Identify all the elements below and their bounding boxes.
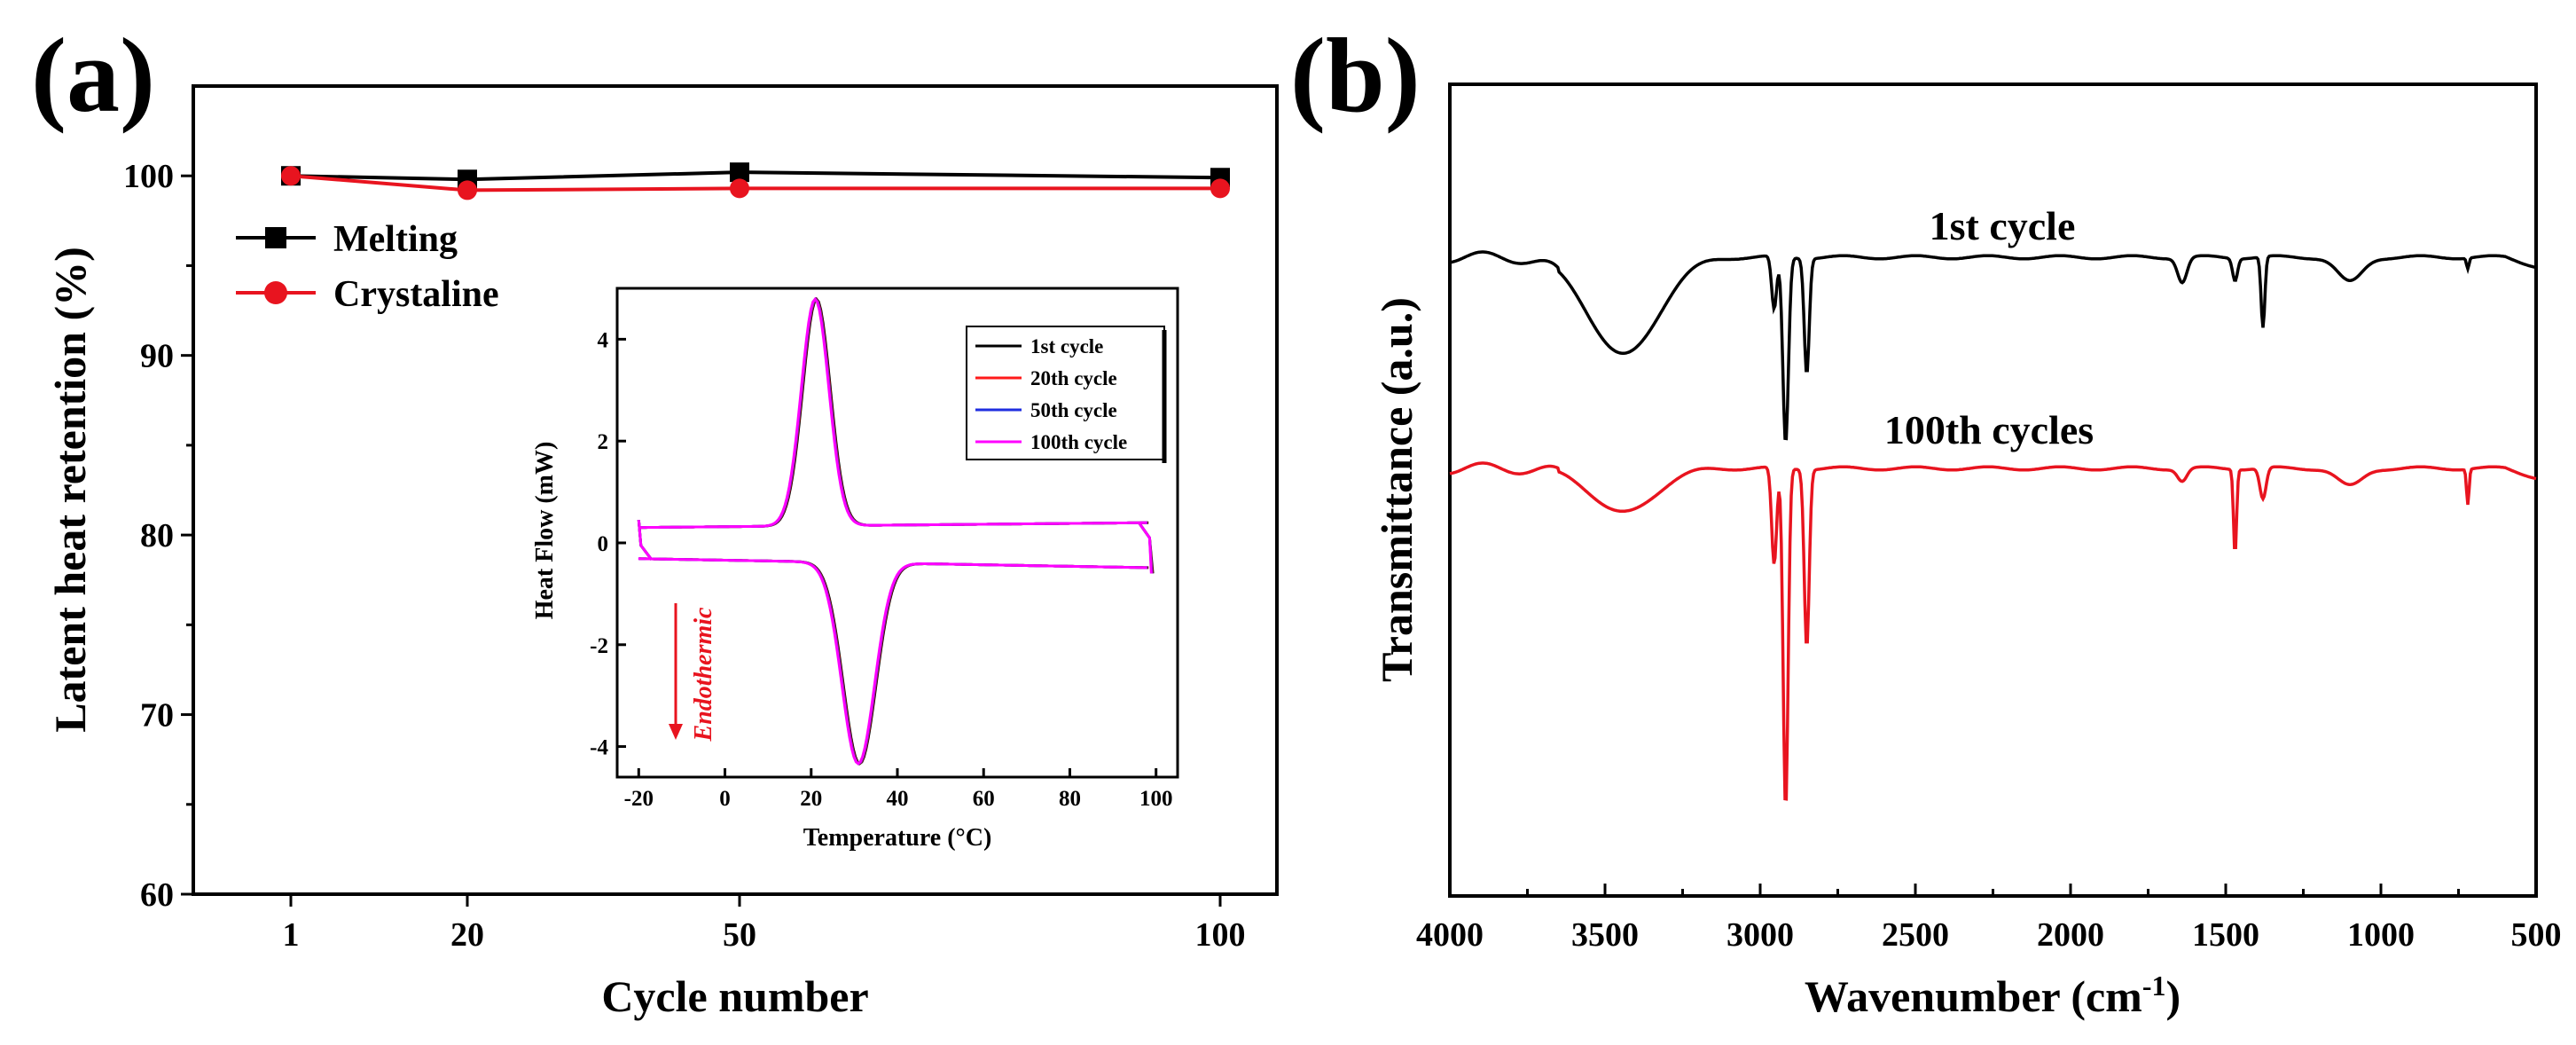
ftir-series-1 [1449,461,2537,801]
inset-x-tick-label-100: 100 [1139,787,1173,811]
legend-item-crystaline: Crystaline [236,274,499,315]
point-crystaline-20 [458,180,477,200]
inset-curve-lower-3 [638,557,1147,766]
b-x-tick-label-3000: 3000 [1726,916,1794,954]
legend-item-melting: Melting [236,219,458,260]
inset-y-tick-label-0: 0 [598,532,609,556]
panel-b-x-axis-title: Wavenumber (cm-1) [1805,970,2181,1021]
b-x-tick-label-1500: 1500 [2192,916,2259,954]
b-x-tick-label-2500: 2500 [1882,916,1949,954]
inset-legend: 1st cycle 20th cycle 50th cycle 100th cycle [966,326,1167,463]
panel-b-axes: 4000 3500 3000 2500 2000 1500 1000 500 [1416,82,2562,954]
y-tick-label-90: 90 [140,338,174,375]
inset-y-axis-title: Heat Flow (mW) [531,442,559,620]
x-tick-label-50: 50 [723,916,756,954]
b-x-tick-label-2000: 2000 [2037,916,2104,954]
b-x-tick-label-3500: 3500 [1571,916,1639,954]
inset-y-tick-label--4: -4 [590,736,608,760]
inset-y-tick-label-4: 4 [598,328,609,352]
panel-a-y-axis-title: Latent heat retention (%) [45,247,95,733]
panel-b-label: (b) [1290,16,1421,134]
inset-x-tick-label--20: -20 [624,787,654,811]
inset-x-tick-label-80: 80 [1059,787,1081,811]
x-tick-label-100: 100 [1195,916,1246,954]
panel-a-series [281,162,1230,200]
inset-y-tick-label-2: 2 [598,430,609,454]
b-x-tick-label-500: 500 [2511,916,2562,954]
inset-legend-items: 1st cycle 20th cycle 50th cycle 100th cycle [975,335,1127,453]
panel-a-frame [192,84,1279,896]
endothermic-annotation: Endothermic [669,603,717,742]
series-line-crystaline [290,174,1220,192]
inset-x-axis-title: Temperature (°C) [803,824,992,852]
inset-x-tick-label-40: 40 [887,787,909,811]
y-tick-label-60: 60 [140,876,174,914]
inset-curve-hook-right-3 [1138,522,1153,574]
legend-melting-label: Melting [333,219,458,260]
inset-legend-label-3: 100th cycle [1030,431,1127,453]
point-crystaline-1 [281,166,301,186]
inset-curves [637,296,1155,766]
point-melting-50 [730,162,749,183]
inset-x-tick-label-60: 60 [973,787,995,811]
x-tick-label-1: 1 [283,916,300,954]
panel-a-x-ticks: 1 20 50 100 [283,894,1246,954]
inset-legend-label-0: 1st cycle [1030,335,1103,358]
panel-a-label: (a) [31,16,155,134]
y-tick-label-100: 100 [123,158,174,195]
inset-legend-label-2: 50th cycle [1030,399,1117,421]
inset-curve-hook-left-3 [637,520,654,561]
series-line-melting [290,170,1221,182]
panel-b-series [1449,250,2537,801]
point-crystaline-50 [730,178,749,199]
ftir-series-0 [1449,250,2537,441]
x-tick-label-20: 20 [450,916,484,954]
panel-a-x-axis-title: Cycle number [601,971,868,1021]
legend-crystaline-label: Crystaline [333,274,499,315]
panel-b-x-ticks: 4000 3500 3000 2500 2000 1500 1000 500 [1416,884,2562,954]
panel-a-y-ticks: 60 70 80 90 100 [123,158,193,914]
inset-legend-label-1: 20th cycle [1030,367,1117,389]
series-label-100th-cycles: 100th cycles [1884,407,2094,452]
inset-x-tick-label-20: 20 [800,787,822,811]
inset-curve-upper-3 [638,296,1147,530]
inset-x-tick-label-0: 0 [719,787,731,811]
b-x-tick-label-4000: 4000 [1416,916,1484,954]
b-x-tick-label-1000: 1000 [2347,916,2415,954]
endothermic-label: Endothermic [690,607,717,742]
panel-b-y-axis-title: Transmittance (a.u.) [1372,297,1421,682]
series-label-1st-cycle: 1st cycle [1930,203,2076,248]
panel-a-legend: Melting Crystaline [236,219,499,315]
y-tick-label-70: 70 [140,697,174,735]
y-tick-label-80: 80 [140,517,174,554]
point-crystaline-100 [1210,178,1230,199]
inset-y-tick-label--2: -2 [590,634,608,658]
